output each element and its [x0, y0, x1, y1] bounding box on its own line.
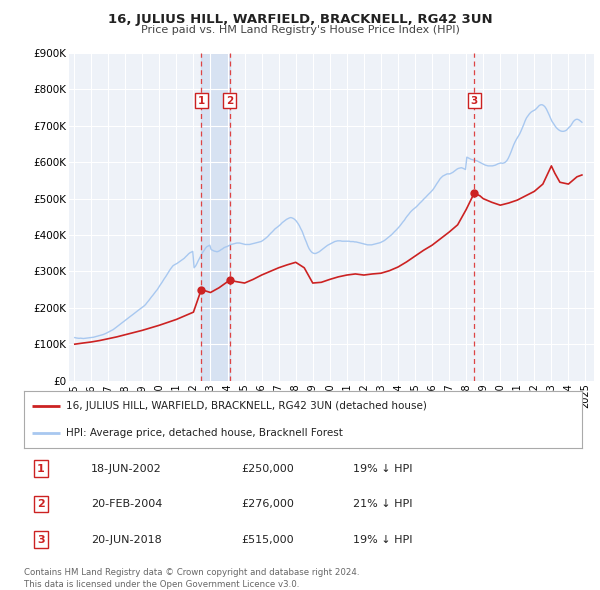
- Text: 3: 3: [37, 535, 44, 545]
- Text: 19% ↓ HPI: 19% ↓ HPI: [353, 464, 413, 474]
- Text: HPI: Average price, detached house, Bracknell Forest: HPI: Average price, detached house, Brac…: [66, 428, 343, 438]
- Text: £515,000: £515,000: [242, 535, 294, 545]
- Text: Contains HM Land Registry data © Crown copyright and database right 2024.
This d: Contains HM Land Registry data © Crown c…: [24, 568, 359, 589]
- Text: 3: 3: [470, 96, 478, 106]
- Text: 16, JULIUS HILL, WARFIELD, BRACKNELL, RG42 3UN: 16, JULIUS HILL, WARFIELD, BRACKNELL, RG…: [107, 13, 493, 26]
- Text: 2: 2: [37, 499, 44, 509]
- Text: Price paid vs. HM Land Registry's House Price Index (HPI): Price paid vs. HM Land Registry's House …: [140, 25, 460, 35]
- Text: £276,000: £276,000: [242, 499, 295, 509]
- Text: 20-FEB-2004: 20-FEB-2004: [91, 499, 163, 509]
- Text: 21% ↓ HPI: 21% ↓ HPI: [353, 499, 413, 509]
- Text: 19% ↓ HPI: 19% ↓ HPI: [353, 535, 413, 545]
- Text: 1: 1: [37, 464, 44, 474]
- Bar: [201, 53, 230, 381]
- Text: 2: 2: [226, 96, 233, 106]
- Text: 16, JULIUS HILL, WARFIELD, BRACKNELL, RG42 3UN (detached house): 16, JULIUS HILL, WARFIELD, BRACKNELL, RG…: [66, 401, 427, 411]
- Text: 1: 1: [197, 96, 205, 106]
- Text: 18-JUN-2002: 18-JUN-2002: [91, 464, 162, 474]
- Text: £250,000: £250,000: [242, 464, 295, 474]
- Text: 20-JUN-2018: 20-JUN-2018: [91, 535, 162, 545]
